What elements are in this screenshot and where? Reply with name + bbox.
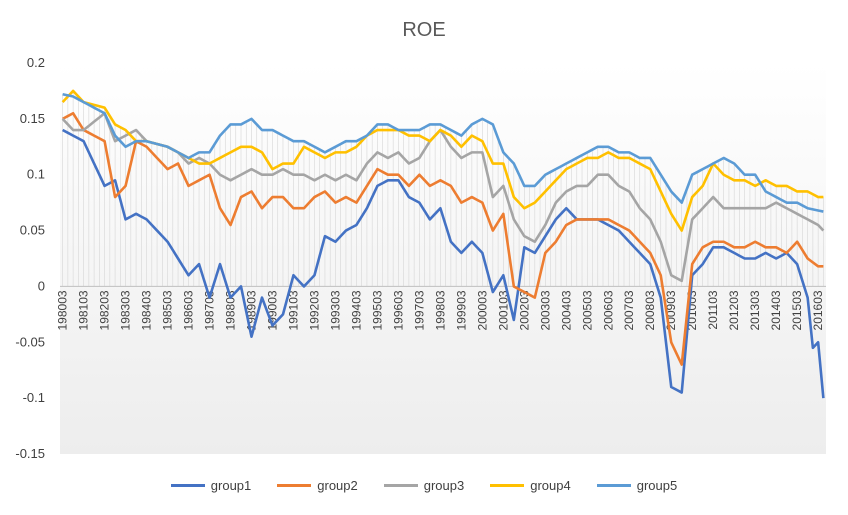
x-tick-label: 198703	[203, 290, 217, 330]
series-lines	[61, 89, 825, 399]
x-tick-label: 199703	[412, 290, 426, 330]
x-tick-label: 198503	[161, 290, 175, 330]
x-tick-label: 200203	[517, 290, 531, 330]
legend-label: group3	[423, 478, 465, 493]
x-tick-label: 199403	[349, 290, 363, 330]
legend-label: group1	[210, 478, 252, 493]
x-tick-label: 199903	[454, 290, 468, 330]
drop-lines	[62, 90, 824, 287]
x-tick-label: 198103	[77, 290, 91, 330]
x-tick-label: 201603	[811, 290, 825, 330]
legend-item: group5	[596, 478, 678, 493]
x-tick-label: 200603	[601, 290, 615, 330]
legend-swatch	[170, 484, 205, 487]
x-tick-label: 201203	[727, 290, 741, 330]
x-tick-label: 200503	[580, 290, 594, 330]
legend-item: group2	[277, 478, 358, 493]
y-tick-label: 0.15	[20, 111, 45, 126]
series-line-group5	[62, 93, 824, 213]
y-axis-ticks: 0.2 0.15 0.1 0.05 0 -0.05 -0.1 -0.15	[15, 55, 45, 461]
y-tick-label: 0.05	[20, 223, 45, 238]
legend-label: group2	[317, 478, 358, 493]
x-tick-label: 200003	[475, 290, 489, 330]
legend-swatch	[596, 484, 631, 487]
y-tick-label: -0.15	[15, 446, 45, 461]
legend-swatch	[383, 484, 418, 487]
x-tick-label: 198603	[182, 290, 196, 330]
x-tick-label: 200403	[559, 290, 573, 330]
x-tick-label: 201503	[790, 290, 804, 330]
plot-area	[60, 63, 826, 454]
x-axis-ticks: 198003 198103 198203 198303 198403 198503 1986…	[56, 290, 826, 330]
series-line-group1	[62, 128, 825, 399]
x-tick-label: 200703	[622, 290, 636, 330]
x-tick-label: 201103	[706, 290, 720, 329]
chart-legend: group1 group2 group3 group4 group5	[0, 478, 848, 493]
x-tick-label: 198303	[119, 290, 133, 330]
legend-swatch	[277, 484, 312, 487]
roe-line-chart: ROE 0.2 0.15 0.1 0.05 0 -0.05 -0.1 -0.15 198003…	[15, 19, 826, 461]
y-tick-label: 0.1	[27, 167, 45, 182]
chart-title: ROE	[402, 19, 445, 41]
x-tick-label: 198403	[140, 290, 154, 330]
x-tick-label: 199103	[286, 290, 300, 330]
x-tick-label: 199603	[391, 290, 405, 330]
y-tick-label: 0.2	[27, 55, 45, 70]
y-tick-label: 0	[38, 278, 45, 293]
x-tick-label: 201403	[769, 290, 783, 330]
legend-swatch	[490, 484, 525, 487]
x-tick-label: 198003	[56, 290, 70, 330]
x-tick-label: 199503	[370, 290, 384, 330]
x-tick-label: 199303	[328, 290, 342, 330]
legend-item: group4	[490, 478, 571, 493]
y-tick-label: -0.05	[15, 334, 45, 349]
legend-item: group1	[170, 478, 252, 493]
x-tick-label: 198803	[224, 290, 238, 330]
x-tick-label: 199203	[307, 290, 321, 330]
x-tick-label: 201303	[748, 290, 762, 330]
series-line-group2	[62, 111, 824, 366]
y-tick-label: -0.1	[23, 390, 45, 405]
series-line-group3	[61, 111, 825, 283]
legend-label: group4	[530, 478, 571, 493]
legend-label: group5	[636, 478, 678, 493]
x-tick-label: 198203	[98, 290, 112, 330]
x-tick-label: 200103	[496, 290, 510, 330]
legend-item: group3	[383, 478, 465, 493]
x-tick-label: 199803	[433, 290, 447, 330]
x-tick-label: 200803	[643, 290, 657, 330]
x-tick-label: 200303	[538, 290, 552, 330]
